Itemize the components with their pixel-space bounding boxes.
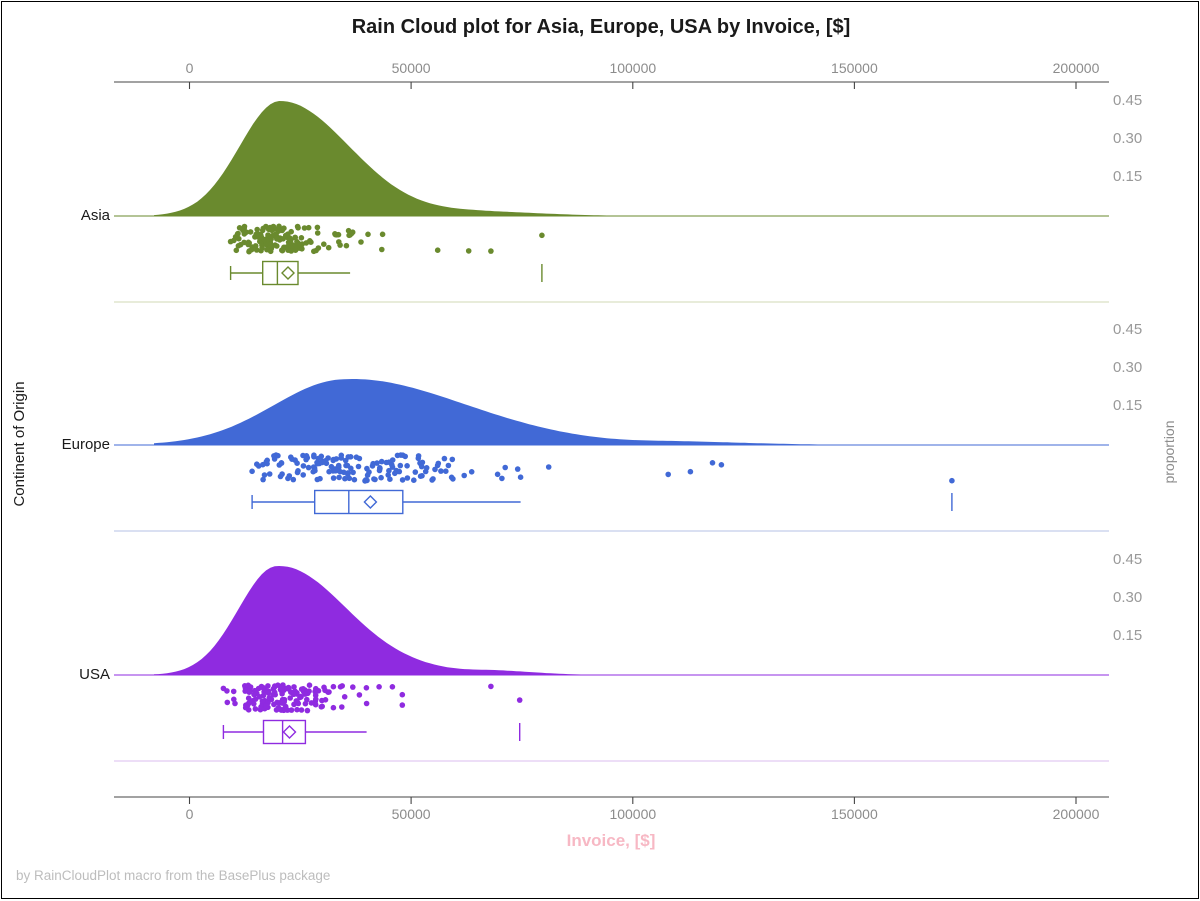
svg-text:Rain Cloud plot for Asia, Euro: Rain Cloud plot for Asia, Europe, USA by… bbox=[352, 16, 851, 38]
svg-text:0.15: 0.15 bbox=[1113, 168, 1142, 185]
svg-text:50000: 50000 bbox=[392, 60, 431, 76]
svg-text:0.45: 0.45 bbox=[1113, 551, 1142, 568]
svg-text:150000: 150000 bbox=[831, 806, 878, 822]
svg-text:100000: 100000 bbox=[609, 60, 656, 76]
svg-text:0: 0 bbox=[186, 806, 194, 822]
svg-text:150000: 150000 bbox=[831, 60, 878, 76]
svg-text:50000: 50000 bbox=[392, 806, 431, 822]
svg-text:Invoice, [$]: Invoice, [$] bbox=[567, 831, 656, 850]
svg-text:0: 0 bbox=[186, 60, 194, 76]
svg-text:0.15: 0.15 bbox=[1113, 397, 1142, 414]
svg-text:200000: 200000 bbox=[1053, 60, 1100, 76]
svg-text:proportion: proportion bbox=[1161, 420, 1177, 483]
svg-text:100000: 100000 bbox=[609, 806, 656, 822]
svg-text:0.30: 0.30 bbox=[1113, 359, 1142, 376]
svg-text:0.15: 0.15 bbox=[1113, 627, 1142, 644]
svg-text:0.45: 0.45 bbox=[1113, 92, 1142, 109]
svg-text:USA: USA bbox=[79, 666, 110, 683]
svg-text:Europe: Europe bbox=[62, 436, 110, 453]
svg-text:Asia: Asia bbox=[81, 207, 111, 224]
svg-text:0.30: 0.30 bbox=[1113, 130, 1142, 147]
svg-text:200000: 200000 bbox=[1053, 806, 1100, 822]
svg-text:Continent of Origin: Continent of Origin bbox=[11, 381, 28, 506]
svg-text:0.30: 0.30 bbox=[1113, 589, 1142, 606]
svg-text:by RainCloudPlot macro from th: by RainCloudPlot macro from the BasePlus… bbox=[16, 868, 330, 883]
svg-text:0.45: 0.45 bbox=[1113, 321, 1142, 338]
